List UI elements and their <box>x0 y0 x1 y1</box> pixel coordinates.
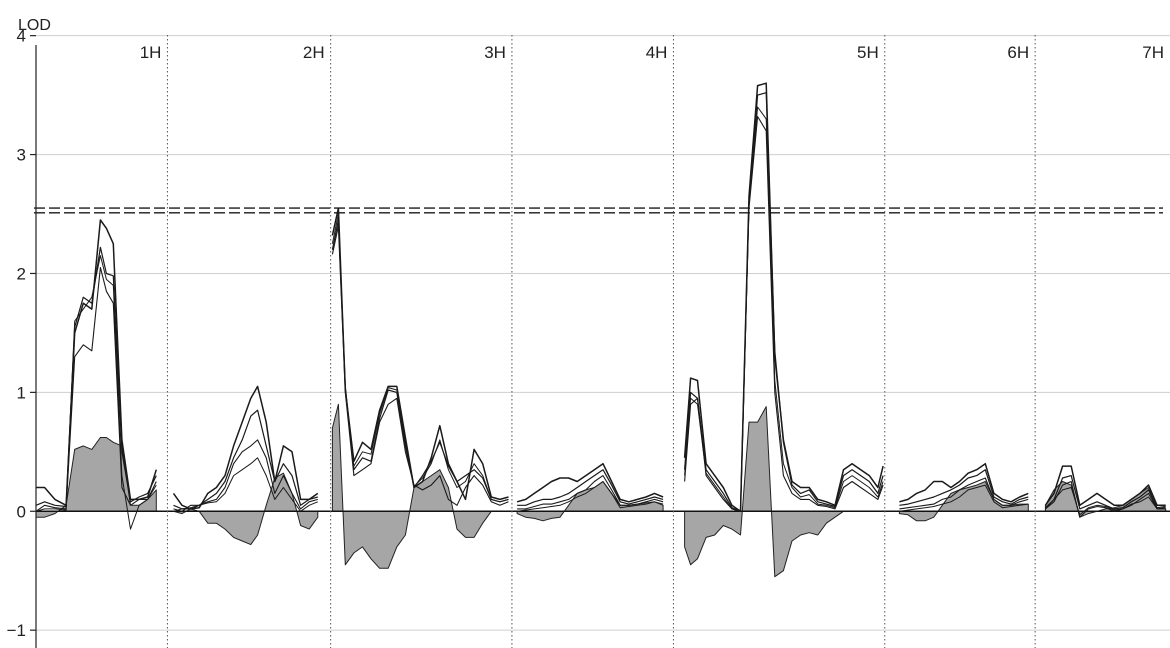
lod-line-s2-seg-1 <box>35 246 157 508</box>
lod-line-s2-seg-6 <box>899 469 1029 506</box>
chromosome-label-1H: 1H <box>140 43 162 62</box>
threshold-layer <box>34 207 1163 214</box>
lod-line-s1-seg-4 <box>516 462 664 503</box>
lod-line-s1-seg-6 <box>899 462 1029 503</box>
lod-line-s1-seg-7 <box>1044 465 1166 507</box>
lod-line-s3-seg-1 <box>35 266 157 512</box>
lod-line-s2-seg-2 <box>173 409 318 510</box>
lod-line-s4-seg-4 <box>517 481 664 512</box>
chromosome-label-6H: 6H <box>1007 43 1029 62</box>
shade-area-2 <box>173 472 319 546</box>
lod-line-s1-seg-3 <box>331 207 509 501</box>
chromosome-label-4H: 4H <box>646 43 668 62</box>
lod-line-s3-seg-3 <box>331 225 509 506</box>
y-tick-label: 1 <box>17 383 26 402</box>
axis-layer: −1 0 1 2 3 4 <box>7 27 37 648</box>
lod-line-s4-seg-3 <box>331 213 509 503</box>
y-tick-label: −1 <box>7 621 26 640</box>
shade-area-5 <box>684 406 884 578</box>
lod-line-s4-seg-7 <box>1045 487 1166 516</box>
lod-line-s2-seg-5 <box>684 92 884 512</box>
y-tick-label: 0 <box>17 502 26 521</box>
lod-line-s1-seg-1 <box>36 219 158 507</box>
lod-line-s2-seg-3 <box>331 219 509 503</box>
line-layer <box>35 82 1166 530</box>
grid-layer <box>36 35 1170 631</box>
chromosome-label-7H: 7H <box>1142 43 1164 62</box>
chromosome-label-2H: 2H <box>303 43 325 62</box>
divider-layer: 1H 2H 3H 4H 5H 6H 7H <box>140 35 1164 648</box>
lod-line-s4-seg-2 <box>173 457 318 512</box>
chromosome-label-3H: 3H <box>484 43 506 62</box>
shade-layer <box>35 403 1167 578</box>
lod-line-s4-seg-1 <box>35 255 157 530</box>
lod-line-s4-seg-6 <box>899 484 1029 512</box>
lod-line-s2-seg-4 <box>517 469 664 506</box>
shade-area-3 <box>331 403 509 569</box>
y-axis-label: LOD <box>18 17 51 34</box>
lod-line-s3-seg-5 <box>684 115 884 512</box>
lod-line-s3-seg-7 <box>1045 480 1166 518</box>
lod-line-s3-seg-6 <box>899 477 1029 510</box>
lod-line-s2-seg-7 <box>1044 475 1166 510</box>
chromosome-label-5H: 5H <box>857 43 879 62</box>
lod-line-s4-seg-5 <box>684 106 884 512</box>
y-tick-label: 4 <box>17 27 26 46</box>
lod-line-s3-seg-4 <box>517 475 664 510</box>
lod-line-s1-seg-2 <box>172 385 319 510</box>
y-tick-label: 2 <box>17 264 26 283</box>
y-tick-label: 3 <box>17 146 26 165</box>
